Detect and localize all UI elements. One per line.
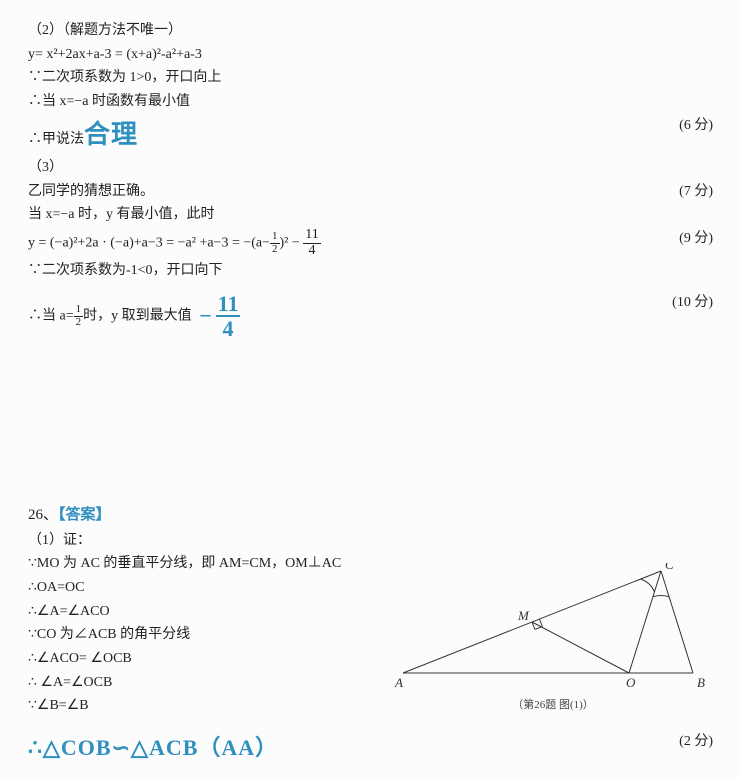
p3-l5-pre: ∴当 a= [28, 308, 74, 323]
p2-line3: ∴当 x=−a 时函数有最小值 [28, 91, 713, 113]
p2-score: (6 分) [679, 115, 713, 137]
q26-fig-caption: （第26题 图(1)） [393, 697, 713, 714]
q26-conclusion: ∴△COB∽△ACB（AA） [28, 735, 278, 760]
svg-text:M: M [517, 608, 530, 623]
p3-line5: (10 分) ∴当 a=12时，y 取到最大值 −114 [28, 292, 713, 340]
q26-head: 26、【答案】 [28, 504, 713, 527]
svg-text:A: A [394, 675, 403, 690]
p3-head: （3） [28, 157, 713, 179]
p3-guess-text: 乙同学的猜想正确。 [28, 184, 154, 199]
p2-highlight: 合理 [84, 120, 138, 149]
svg-text:C: C [665, 563, 674, 572]
p3-line2: 当 x=−a 时，y 有最小值，此时 [28, 204, 713, 226]
p3-eq: (9 分) y = (−a)²+2a · (−a)+a−3 = −a² +a−3… [28, 228, 713, 258]
p3-line1: (7 分) 乙同学的猜想正确。 [28, 181, 713, 203]
q26-conclusion-row: (2 分) ∴△COB∽△ACB（AA） [28, 731, 713, 765]
p3-line4: ∵二次项系数为-1<0，开口向下 [28, 260, 713, 282]
svg-text:O: O [626, 675, 636, 690]
p3-score2: (9 分) [679, 228, 713, 250]
frac-half: 12 [270, 231, 280, 255]
p2-conclusion-prefix: ∴甲说法 [28, 132, 84, 147]
q26-figure: A B C M O （第26题 图(1)） [393, 563, 713, 714]
svg-text:B: B [697, 675, 705, 690]
q26-answer-label: 【答案】 [58, 507, 111, 523]
q26-p1: （1）证： [28, 530, 713, 552]
p3-l5-mid: 时，y 取到最大值 [83, 308, 192, 323]
frac-11-4-big: 114 [216, 292, 241, 340]
p3-score3: (10 分) [672, 292, 713, 314]
p3-eq-mid: )² − [280, 236, 304, 251]
p2-line2: ∵二次项系数为 1>0，开口向上 [28, 67, 713, 89]
frac-half-b: 12 [74, 304, 84, 328]
p2-line4: (6 分) ∴甲说法合理 [28, 115, 713, 155]
p2-head: （2）（解题方法不唯一） [28, 20, 713, 42]
q26-score: (2 分) [679, 731, 713, 753]
minus-sign: − [195, 303, 216, 328]
p3-score1: (7 分) [679, 181, 713, 203]
frac-11-4-a: 114 [303, 228, 320, 258]
q26-num: 26、 [28, 507, 58, 523]
p3-eq-pre: y = (−a)²+2a · (−a)+a−3 = −a² +a−3 = −(a… [28, 236, 270, 251]
p2-line1: y= x²+2ax+a-3 = (x+a)²-a²+a-3 [28, 44, 713, 66]
